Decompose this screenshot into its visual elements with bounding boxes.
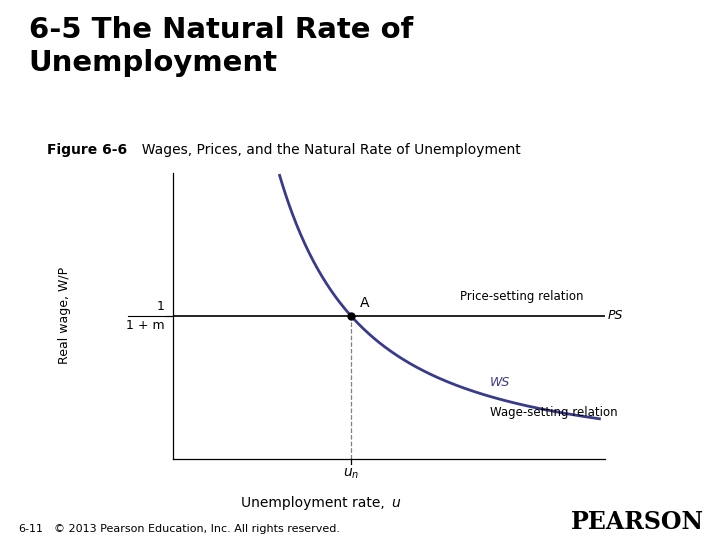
- Text: Wages, Prices, and the Natural Rate of Unemployment: Wages, Prices, and the Natural Rate of U…: [133, 143, 521, 157]
- Text: Unemployment rate,: Unemployment rate,: [240, 496, 389, 510]
- Text: 6-5 The Natural Rate of
Unemployment: 6-5 The Natural Rate of Unemployment: [29, 16, 413, 77]
- Text: PEARSON: PEARSON: [571, 510, 704, 534]
- Text: Figure 6-6: Figure 6-6: [47, 143, 127, 157]
- Text: 1 + m: 1 + m: [126, 319, 165, 332]
- Text: 6-11: 6-11: [18, 523, 43, 534]
- Text: 1: 1: [157, 300, 165, 313]
- Text: WS: WS: [490, 376, 510, 389]
- Text: u: u: [392, 496, 400, 510]
- Text: Real wage, W/P: Real wage, W/P: [58, 267, 71, 365]
- Text: © 2013 Pearson Education, Inc. All rights reserved.: © 2013 Pearson Education, Inc. All right…: [54, 523, 340, 534]
- Text: A: A: [360, 295, 369, 309]
- Text: $u_n$: $u_n$: [343, 466, 359, 481]
- Text: Wage-setting relation: Wage-setting relation: [490, 406, 618, 419]
- Text: Price-setting relation: Price-setting relation: [459, 290, 583, 303]
- Text: PS: PS: [608, 309, 623, 322]
